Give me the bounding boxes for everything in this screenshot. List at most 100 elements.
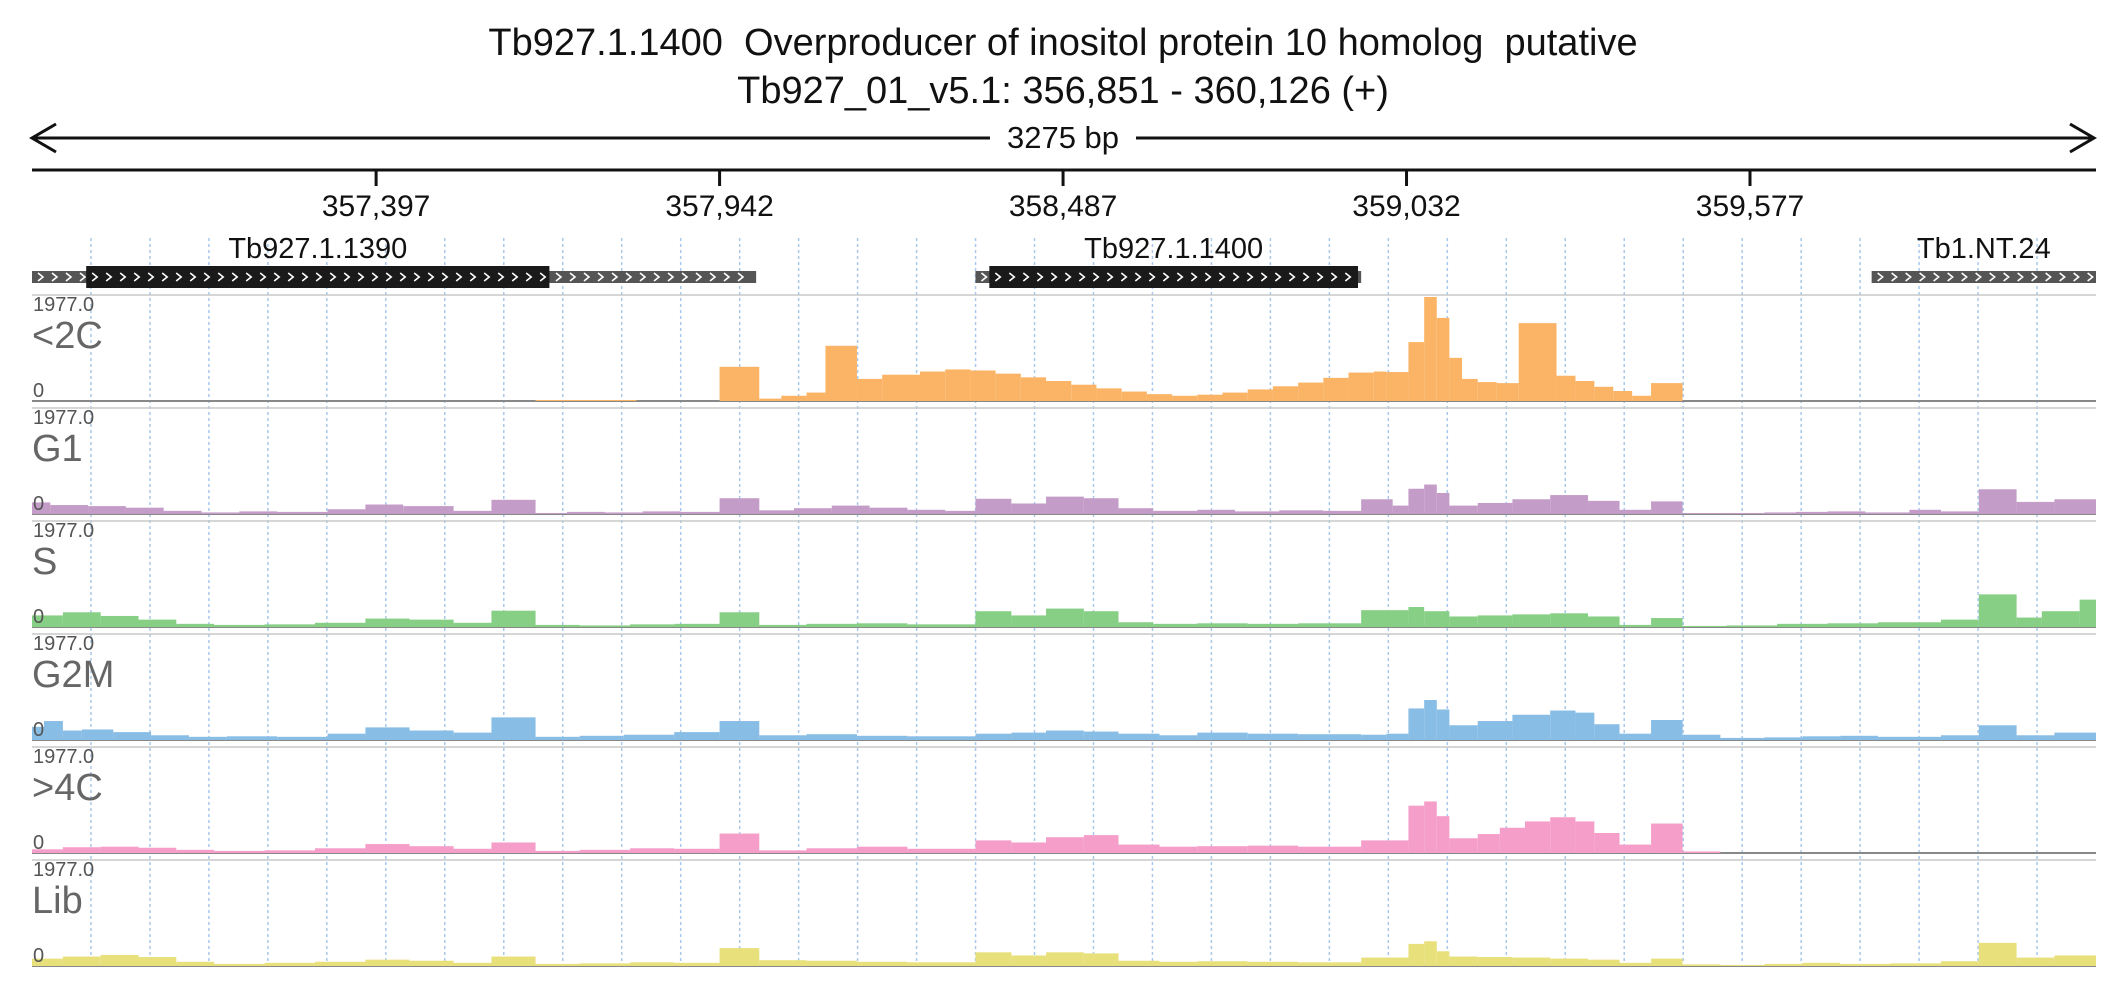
gene-utr-bar (1871, 271, 2096, 283)
coverage-bar (579, 963, 631, 966)
coverage-bar (1588, 959, 1620, 966)
coverage-bar (1682, 513, 1721, 514)
coverage-bar (1298, 846, 1362, 853)
coverage-bar (1449, 725, 1478, 740)
coverage-bar (1392, 505, 1409, 514)
strand-chevrons (91, 272, 547, 282)
coverage-bar (1651, 720, 1683, 740)
coverage-bar (1424, 611, 1450, 627)
coverage-bar (163, 510, 202, 514)
track-ymax-label: 1977.0 (33, 633, 94, 655)
coverage-bar (365, 618, 410, 627)
grid-lines (90, 238, 2038, 962)
coverage-bar (1518, 323, 1557, 401)
coverage-bar (2016, 957, 2055, 966)
coverage-bar (907, 509, 946, 514)
axis-tick-label: 359,032 (1352, 190, 1460, 223)
coverage-bar (1247, 961, 1299, 966)
coverage-bar (579, 849, 631, 853)
coverage-bar (1594, 724, 1620, 740)
coverage-bar (88, 506, 126, 514)
coverage-bar (907, 962, 976, 966)
coverage-bar (1361, 610, 1409, 627)
coverage-bar (1083, 731, 1119, 740)
coverage-bar (1408, 342, 1425, 401)
coverage-bar (535, 400, 637, 401)
coverage-bar (2054, 955, 2096, 966)
track-ymax-label: 1977.0 (33, 407, 94, 429)
coverage-bar (856, 735, 908, 740)
coverage-bar (759, 960, 807, 966)
coverage-bar (239, 511, 278, 514)
track-G2M: 1977.0 0 G2M (32, 633, 2096, 741)
coverage-bar (176, 849, 215, 853)
coverage-bar (1594, 386, 1614, 401)
coverage-bar (806, 848, 857, 853)
coverage-bar (151, 735, 189, 740)
coverage-bar (453, 732, 492, 740)
track-ymax-label: 1977.0 (33, 520, 94, 542)
coverage-bar (1619, 962, 1652, 966)
coverage-bar (1197, 623, 1248, 627)
coverage-bar (1651, 383, 1683, 401)
track-Lib: 1977.0 0 Lib (32, 859, 2096, 967)
chart-subtitle-coordinates: Tb927_01_v5.1: 356,851 - 360,126 (+) (737, 70, 1389, 112)
coverage-bar (327, 509, 366, 514)
coverage-bar (1720, 512, 1765, 514)
coverage-bar (719, 366, 760, 401)
coverage-bar (535, 736, 580, 740)
axis-tick-label: 358,487 (1009, 190, 1117, 223)
coverage-bar (2016, 617, 2042, 627)
coverage-bar (32, 615, 63, 627)
track-<2C: 1977.0 0 <2C (32, 294, 2096, 402)
coverage-bar (201, 512, 240, 514)
coverage-bar (1796, 511, 1828, 514)
coverage-bar (1436, 317, 1450, 401)
coverage-bar (995, 373, 1021, 401)
coverage-bar (1279, 510, 1324, 514)
coverage-bar (1046, 381, 1072, 401)
coverage-bar (327, 733, 366, 740)
coverage-bar (314, 848, 366, 853)
coverage-bar (1449, 838, 1478, 853)
gene-cds-bar (989, 266, 1359, 288)
coverage-bar (674, 848, 720, 853)
coverage-bar (975, 498, 1012, 514)
coverage-bar (50, 505, 89, 514)
coverage-bar (277, 511, 328, 514)
coverage-bar (1159, 735, 1198, 740)
coverage-bar (919, 371, 946, 401)
coverage-bar (535, 624, 580, 627)
coverage-bar (535, 850, 580, 853)
coverage-bar (882, 374, 920, 401)
coverage-bar (1682, 964, 1721, 966)
track-ymin-label: 0 (33, 945, 44, 967)
coverage-bar (1247, 733, 1299, 740)
coverage-bar (1525, 821, 1551, 853)
coverage-bar (1556, 375, 1576, 401)
coverage-bar (535, 963, 580, 966)
coverage-bar (1619, 624, 1652, 627)
coverage-bar (759, 510, 794, 514)
coverage-bar (81, 729, 114, 740)
coverage-bar (869, 507, 908, 514)
coverage-bar (793, 508, 832, 514)
coverage-bar (1424, 941, 1437, 966)
coverage-bar (759, 735, 807, 740)
coverage-bar (630, 848, 675, 853)
coverage-bar (1361, 499, 1393, 514)
coverage-bar (1159, 846, 1198, 853)
coverage-bar (1298, 623, 1362, 627)
coverage-bar (1083, 498, 1119, 514)
coverage-bar (2041, 611, 2080, 627)
coverage-bar (32, 726, 44, 740)
coverage-bar (856, 378, 883, 401)
coverage-bar (1978, 942, 2017, 966)
coverage-bar (409, 846, 454, 853)
coverage-bar (409, 730, 454, 740)
coverage-bar (1978, 725, 2017, 740)
coverage-bar (1978, 489, 2017, 514)
axis-tick-label: 357,397 (322, 190, 430, 223)
coverage-bar (1011, 615, 1047, 627)
coverage-bar (1408, 708, 1425, 740)
